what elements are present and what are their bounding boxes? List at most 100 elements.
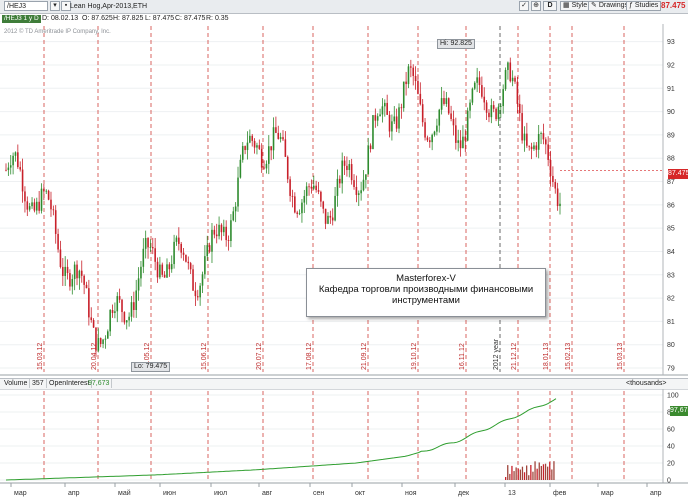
down-candle (286, 156, 289, 180)
volume-bar (534, 461, 536, 480)
month-label: ноя (405, 490, 417, 497)
down-candle (417, 80, 419, 94)
down-candle (315, 185, 317, 191)
up-candle (204, 256, 206, 275)
up-candle (7, 167, 10, 171)
symbol-dropdown-icon[interactable]: ▾ (50, 1, 60, 11)
up-candle (142, 248, 145, 267)
volume-bar (553, 461, 555, 480)
symbol-input[interactable]: /HEJ3 (4, 1, 48, 11)
volume-label: Volume (2, 379, 31, 388)
chart-toolbar: /HEJ3 ▾ ▪ Lean Hog,Apr-2013,ETH ✓ ⊕ D ▦ … (0, 0, 688, 14)
annotation-line-3: инструментами (392, 295, 460, 306)
up-candle (272, 127, 275, 151)
down-candle (426, 137, 429, 141)
up-candle (35, 201, 38, 211)
up-candle (73, 264, 76, 280)
up-candle (170, 264, 173, 270)
month-label: авг (262, 490, 273, 497)
up-candle (114, 311, 116, 313)
price-tick-label: 79 (667, 366, 675, 373)
down-candle (123, 312, 126, 323)
open-interest-value: 97,673 (86, 379, 113, 388)
up-candle (109, 310, 111, 332)
down-candle (516, 81, 519, 104)
down-candle (386, 102, 388, 115)
drawings-icon: ✎ (591, 2, 597, 9)
down-candle (521, 113, 523, 141)
up-candle (301, 202, 303, 214)
annotation-box: Masterforex-V Кафедра торговли производн… (306, 268, 546, 317)
up-candle (199, 285, 201, 298)
down-candle (388, 114, 391, 132)
up-candle (511, 77, 514, 82)
expiry-date-label: 18.01.13 (543, 343, 550, 370)
quote-bar: /HEJ3 1 y D D: 08.02.13 O: 87.625 H: 87.… (0, 14, 688, 24)
volume-chart[interactable]: 100806040200 марапрмайиюниюлавгсеноктноя… (0, 389, 688, 501)
volume-bar (551, 469, 553, 480)
volume-bar (511, 465, 513, 480)
down-candle (374, 115, 377, 121)
style-button[interactable]: ▦ Style (560, 1, 591, 11)
up-candle (125, 320, 128, 323)
month-label: апр (650, 490, 662, 497)
down-candle (270, 146, 272, 151)
up-candle (490, 105, 493, 118)
quote-date: D: 08.02.13 (42, 15, 79, 22)
down-candle (258, 145, 261, 149)
down-candle (452, 118, 455, 126)
down-candle (509, 62, 512, 82)
down-candle (488, 112, 490, 118)
down-candle (518, 103, 521, 114)
up-candle (256, 145, 258, 148)
down-candle (310, 186, 313, 189)
down-candle (26, 201, 29, 210)
down-candle (189, 263, 192, 270)
up-candle (407, 66, 410, 85)
price-tick-label: 90 (667, 109, 675, 116)
down-candle (412, 67, 415, 76)
down-candle (542, 133, 545, 140)
down-candle (185, 254, 187, 262)
open-interest-tag: 97,673 (670, 406, 688, 416)
up-candle (305, 186, 308, 196)
up-candle (137, 278, 140, 291)
up-candle (130, 302, 133, 317)
month-label: май (118, 489, 131, 497)
down-candle (225, 226, 227, 241)
down-candle (424, 122, 426, 138)
down-candle (253, 140, 256, 148)
volume-bar (515, 467, 517, 480)
zoom-icon[interactable]: ⊕ (531, 1, 541, 11)
up-candle (71, 279, 74, 287)
down-candle (192, 269, 194, 291)
up-candle (249, 135, 251, 143)
down-candle (443, 98, 445, 104)
studies-button[interactable]: ƒ Studies (626, 1, 662, 11)
down-candle (215, 234, 218, 237)
volume-units: <thousands> (626, 380, 667, 387)
volume-bar (526, 465, 528, 480)
up-candle (223, 226, 225, 233)
up-candle (433, 131, 436, 135)
down-candle (291, 195, 294, 197)
down-candle (62, 266, 64, 276)
timeframe-button[interactable]: D (543, 1, 557, 11)
checklist-icon[interactable]: ✓ (519, 1, 529, 11)
up-candle (239, 159, 242, 178)
down-candle (481, 85, 483, 97)
down-candle (331, 217, 334, 221)
studies-label: Studies (634, 2, 659, 9)
down-candle (459, 140, 462, 149)
up-candle (436, 125, 438, 132)
down-candle (483, 96, 486, 103)
price-tick-label: 91 (667, 86, 675, 93)
link-icon[interactable]: ▪ (61, 1, 71, 11)
up-candle (537, 133, 540, 150)
down-candle (544, 139, 547, 145)
month-label: фев (553, 490, 567, 497)
down-candle (400, 107, 403, 109)
up-candle (431, 134, 433, 143)
price-chart[interactable]: 15.03.12 20.04.12 15.05.12 15.06.12 20.07.12… (0, 24, 688, 377)
drawings-button[interactable]: ✎ Drawings (588, 1, 632, 11)
